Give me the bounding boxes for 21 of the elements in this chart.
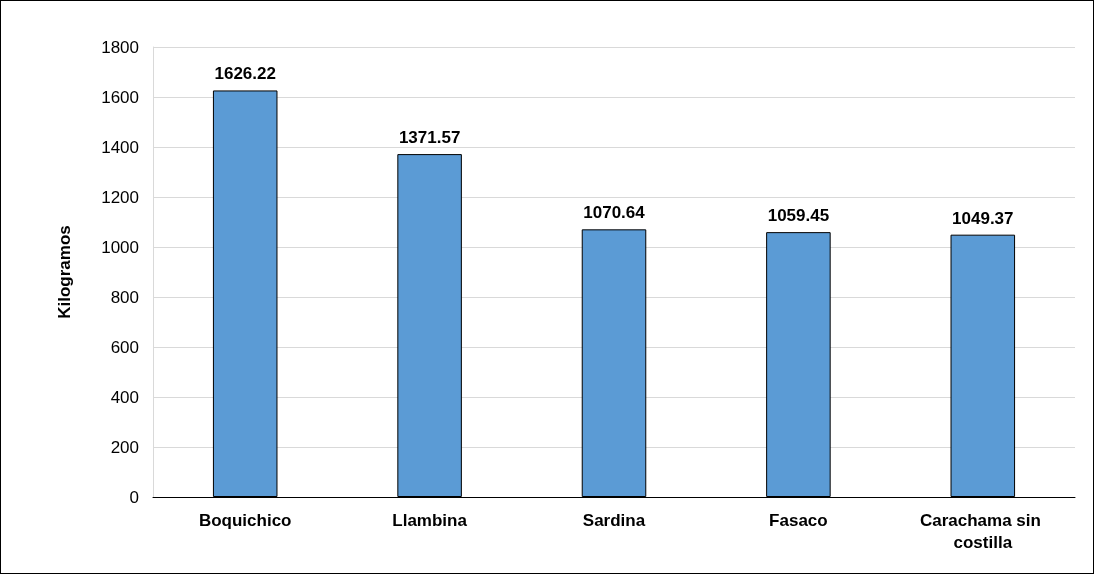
y-tick-label: 200	[110, 437, 139, 457]
x-tick-label: Carachama sin costilla	[919, 510, 1046, 552]
y-tick-label: 1800	[101, 37, 139, 57]
x-tick-label: Fasaco	[769, 510, 828, 530]
y-tick-label: 600	[110, 337, 139, 357]
x-tick-label: Boquichico	[198, 510, 292, 530]
data-label: 1070.64	[583, 203, 646, 223]
y-tick-label: 1000	[101, 237, 139, 257]
y-tick-label: 1600	[101, 87, 139, 107]
data-label: 1626.22	[214, 64, 276, 84]
y-tick-label: 400	[110, 387, 139, 407]
y-axis-title: Kilogramos	[55, 225, 74, 319]
y-tick-label: 800	[110, 287, 139, 307]
data-label: 1059.45	[767, 206, 830, 226]
data-label: 1371.57	[398, 128, 461, 148]
y-tick-label: 0	[129, 487, 139, 507]
data-label: 1049.37	[952, 208, 1014, 228]
y-tick-label: 1200	[101, 187, 139, 207]
x-tick-label: Sardina	[582, 510, 646, 530]
y-tick-label: 1400	[101, 137, 139, 157]
x-tick-label: Llambina	[392, 510, 468, 530]
